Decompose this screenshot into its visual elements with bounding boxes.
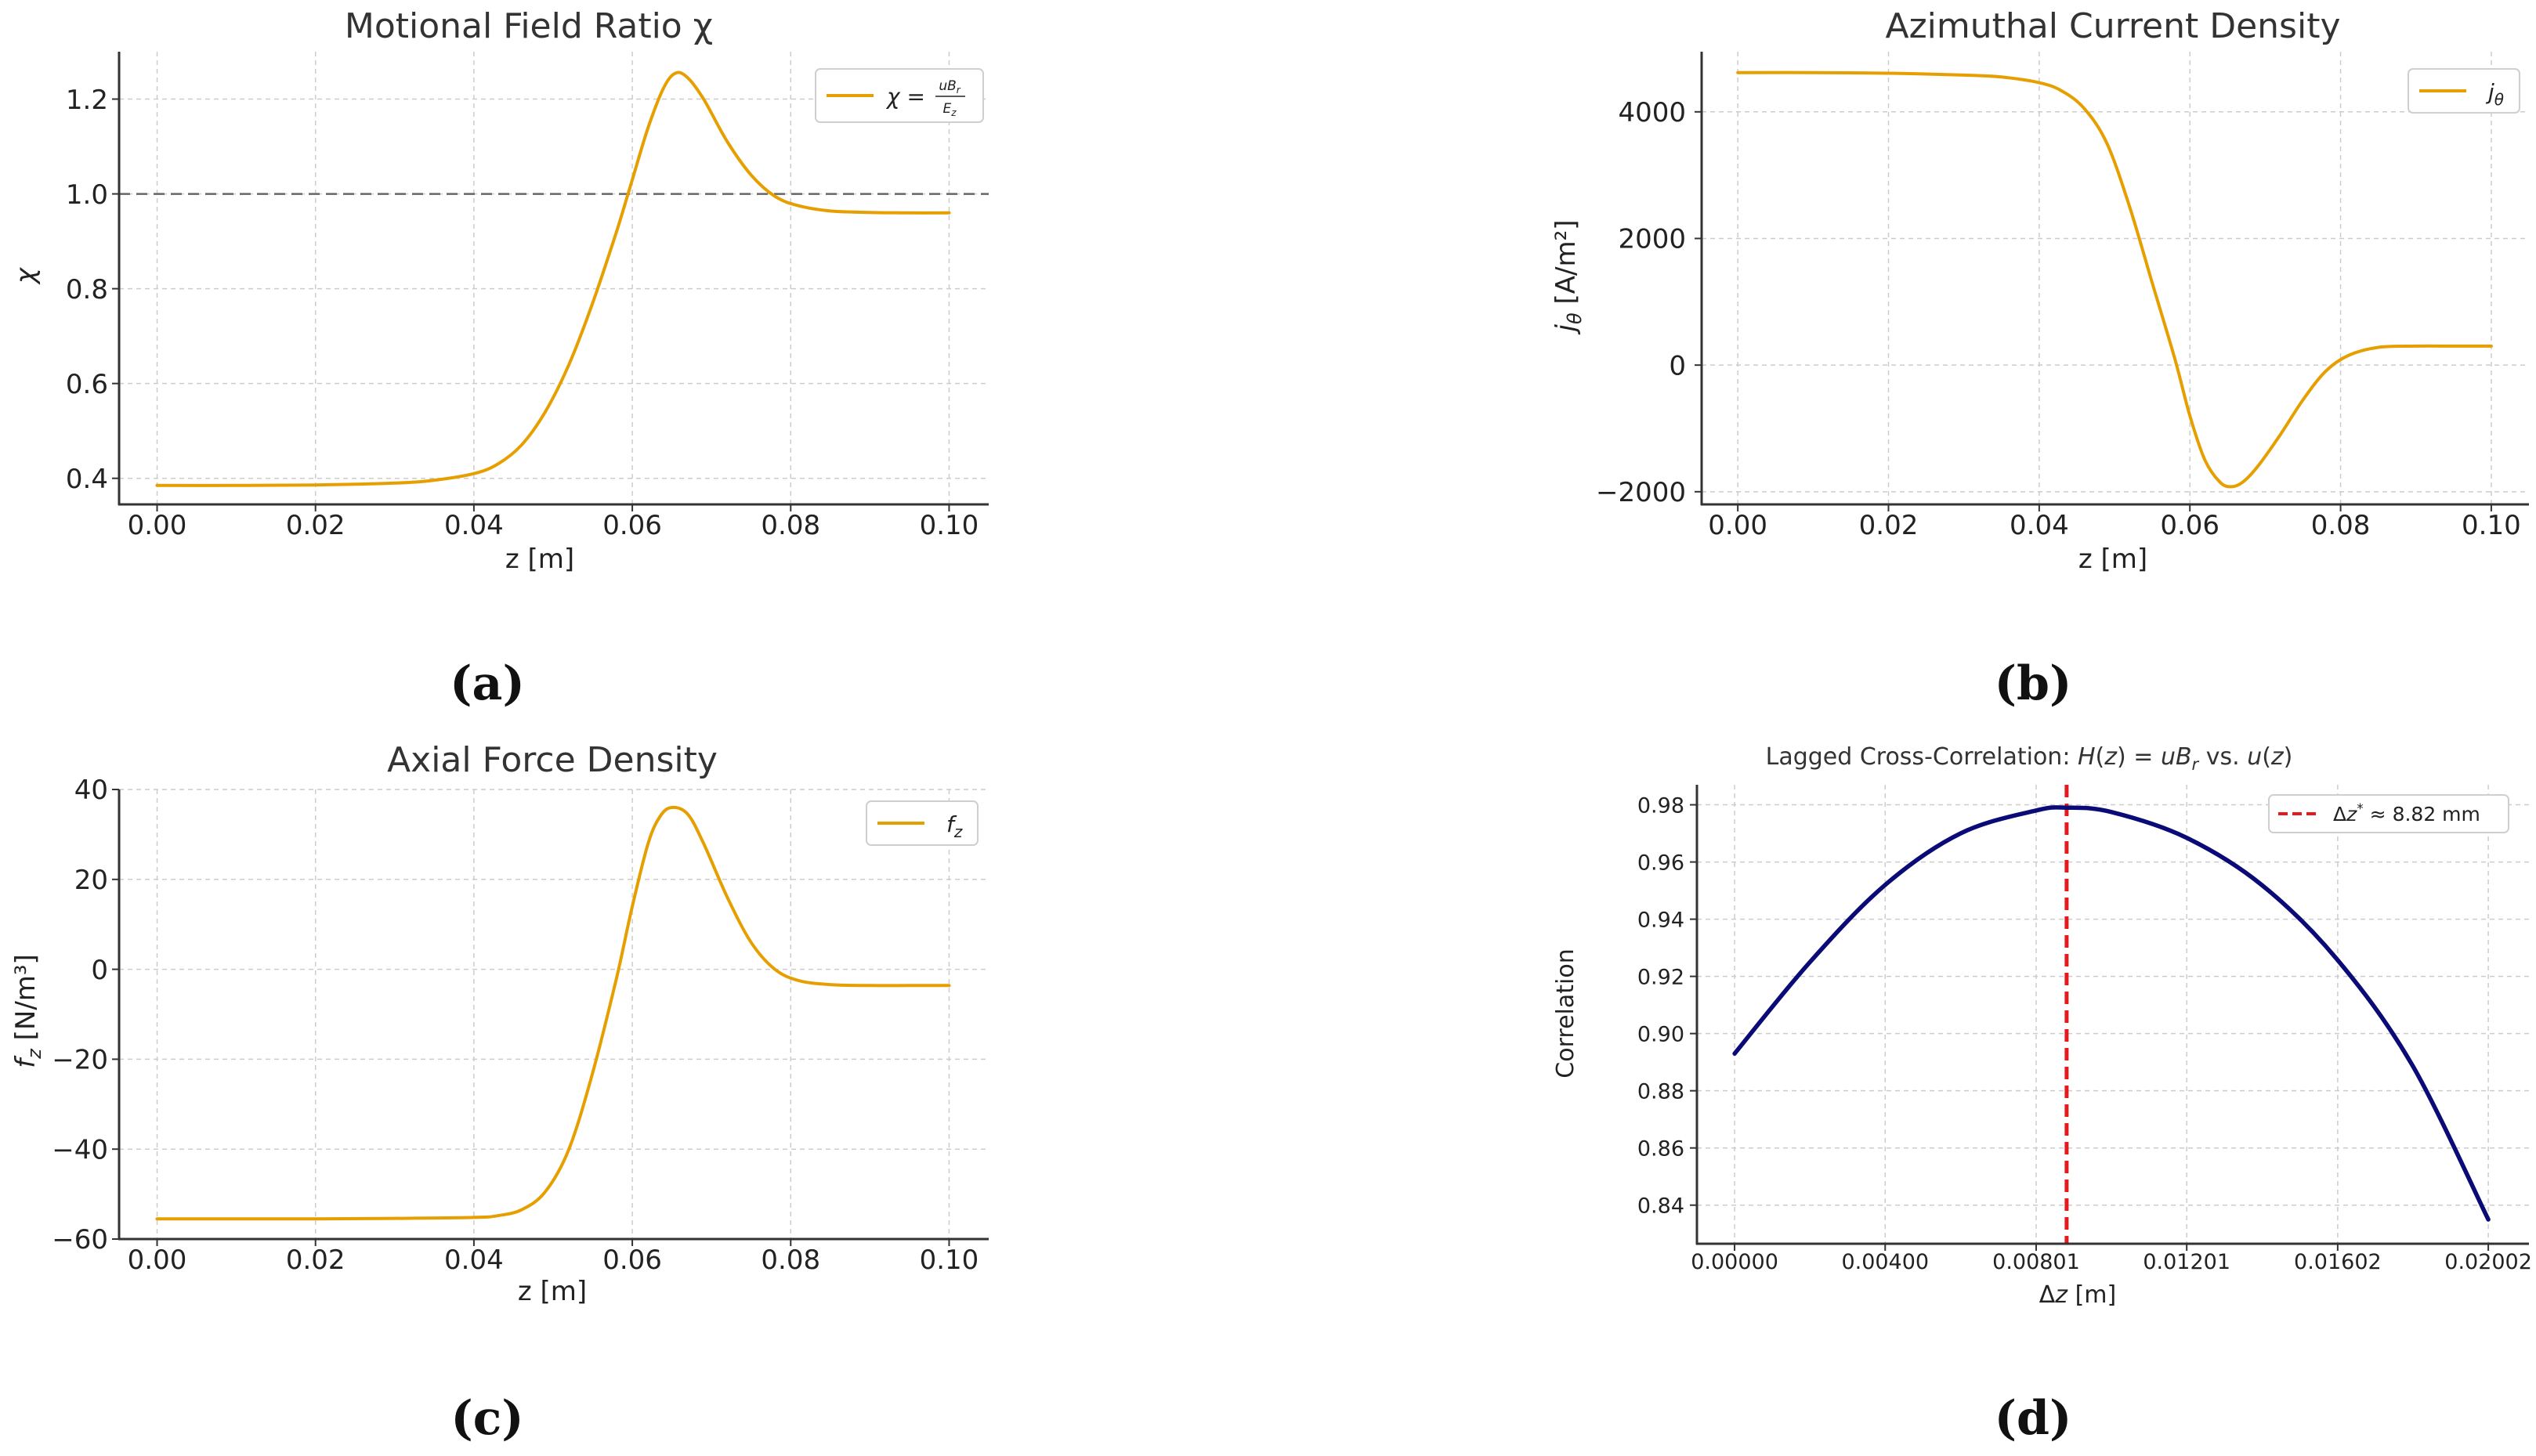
series-line-0 [1736, 70, 2493, 489]
x-tick-label-3: 0.06 [2160, 510, 2219, 541]
y-tick-label-2: 0.8 [66, 274, 108, 305]
axes-c [118, 789, 989, 1241]
ticks-b: 0.00 0.02 0.04 0.06 0.08 0.10 −2000 0 2000 4000 [1596, 97, 2521, 541]
legend-label-a-lhs: χ = [885, 84, 925, 110]
y-tick-label-1: 0 [1669, 350, 1686, 381]
y-axis-label-d: Correlation [1552, 948, 1579, 1078]
chart-title-d: Lagged Cross-Correlation: H(z) = uBr vs.… [1766, 743, 2293, 774]
x-tick-label-3: 0.06 [602, 1245, 662, 1276]
y-axis-label-a: χ [10, 266, 42, 285]
x-tick-label-5: 0.10 [2462, 510, 2521, 541]
y-tick-label-1: 0.86 [1637, 1136, 1684, 1161]
panel-c: 0.00 0.02 0.04 0.06 0.08 0.10 −60 −40 −20 0 20 40 A… [10, 740, 989, 1446]
x-tick-label-1: 0.02 [286, 1245, 345, 1276]
y-tick-label-0: 0.4 [66, 464, 108, 495]
chart-title-c: Axial Force Density [387, 740, 718, 780]
y-tick-label-3: 0 [91, 955, 108, 986]
x-axis-label-b: z [m] [2078, 544, 2147, 575]
series-b [1736, 70, 2493, 489]
x-tick-label-5: 0.10 [920, 510, 979, 541]
ticks-d: 0.00000 0.00400 0.00801 0.01201 0.01602 0.020… [1637, 793, 2532, 1274]
y-tick-label-4: 20 [74, 865, 108, 896]
chart-title-a: Motional Field Ratio χ [345, 6, 713, 46]
x-tick-label-2: 0.04 [2010, 510, 2069, 541]
y-tick-label-3: 0.90 [1637, 1022, 1684, 1046]
x-tick-label-2: 0.04 [444, 1245, 504, 1276]
ticks-a: 0.00 0.02 0.04 0.06 0.08 0.10 0.4 0.6 0.8 1.0 1.2 [66, 85, 979, 541]
x-tick-label-5: 0.10 [920, 1245, 979, 1276]
y-tick-label-2: 2000 [1618, 224, 1686, 255]
panel-label-b: (b) [1995, 656, 2072, 711]
y-tick-label-2: 0.88 [1637, 1079, 1684, 1104]
x-tick-label-2: 0.00801 [1992, 1250, 2080, 1274]
panel-label-a: (a) [450, 656, 525, 711]
panel-d: 0.00000 0.00400 0.00801 0.01201 0.01602 0.020… [1552, 743, 2532, 1446]
axes-a [118, 52, 989, 506]
y-axis-label-c: fz [N/m³] [10, 954, 45, 1068]
legend-box-d [2268, 794, 2509, 833]
x-axis-label-c: z [m] [518, 1276, 587, 1307]
legend-b: jθ [2408, 68, 2520, 114]
legend-label-a-den: Ez [942, 101, 957, 118]
series-line-0 [1732, 805, 2491, 1222]
x-tick-label-0: 0.00 [128, 1245, 187, 1276]
panel-a: 0.00 0.02 0.04 0.06 0.08 0.100.40.60.81.01.2 … [10, 6, 989, 711]
grid-b [1702, 52, 2529, 504]
x-axis-label-a: z [m] [505, 544, 574, 575]
y-tick-label-0: 0.84 [1637, 1194, 1684, 1218]
axes-d [1695, 785, 2529, 1245]
y-tick-label-3: 4000 [1618, 97, 1686, 128]
y-tick-label-0: −60 [52, 1224, 108, 1255]
y-tick-label-3: 1.0 [66, 179, 108, 211]
legend-d: Δz* ≈ 8.82 mm [2268, 794, 2509, 833]
series-a [155, 70, 951, 487]
x-tick-label-5: 0.02002 [2444, 1250, 2532, 1274]
series-d [1732, 805, 2491, 1222]
x-tick-label-4: 0.08 [761, 1245, 820, 1276]
x-tick-label-1: 0.00400 [1841, 1250, 1929, 1274]
legend-label-d: Δz* ≈ 8.82 mm [2333, 801, 2480, 826]
y-tick-label-1: 0.6 [66, 369, 108, 400]
series-c [155, 805, 951, 1221]
y-tick-label-1: −40 [52, 1134, 108, 1165]
y-tick-label-5: 0.94 [1637, 908, 1684, 932]
x-tick-label-0: 0.00000 [1691, 1250, 1778, 1274]
x-tick-label-3: 0.06 [602, 510, 662, 541]
y-tick-label-5: 40 [74, 775, 108, 806]
panel-label-c: (c) [450, 1391, 523, 1446]
x-tick-label-1: 0.02 [286, 510, 345, 541]
grid-d [1697, 785, 2529, 1244]
x-axis-label-d: Δz [m] [2039, 1281, 2116, 1309]
panel-b: 0.00 0.02 0.04 0.06 0.08 0.10 −2000 0 2000 4000 A… [1550, 6, 2529, 711]
x-tick-label-1: 0.02 [1859, 510, 1919, 541]
series-line-0 [155, 805, 951, 1221]
axes-b [1700, 52, 2529, 506]
x-tick-label-4: 0.01602 [2294, 1250, 2382, 1274]
y-tick-label-6: 0.96 [1637, 851, 1684, 875]
panel-label-d: (d) [1995, 1391, 2072, 1446]
y-tick-label-2: −20 [52, 1045, 108, 1076]
grid-c [119, 789, 989, 1240]
y-tick-label-7: 0.98 [1637, 793, 1684, 818]
legend-a: χ = uBr Ez [815, 68, 984, 123]
legend-box-a [815, 68, 984, 123]
y-tick-label-4: 0.92 [1637, 965, 1684, 989]
x-tick-label-3: 0.01201 [2143, 1250, 2230, 1274]
legend-label-a-num: uBr [939, 78, 960, 96]
chart-title-b: Azimuthal Current Density [1885, 6, 2340, 46]
ticks-c: 0.00 0.02 0.04 0.06 0.08 0.10 −60 −40 −20 0 20 40 [52, 775, 979, 1276]
x-tick-label-0: 0.00 [128, 510, 187, 541]
y-tick-label-4: 1.2 [66, 85, 108, 116]
x-tick-label-0: 0.00 [1708, 510, 1767, 541]
y-tick-label-0: −2000 [1596, 477, 1686, 508]
y-axis-label-b: jθ [A/m²] [1550, 220, 1586, 335]
series-line-0 [155, 70, 951, 487]
legend-c: fz [866, 800, 979, 846]
x-tick-label-4: 0.08 [2311, 510, 2371, 541]
x-tick-label-4: 0.08 [761, 510, 820, 541]
x-tick-label-2: 0.04 [444, 510, 504, 541]
